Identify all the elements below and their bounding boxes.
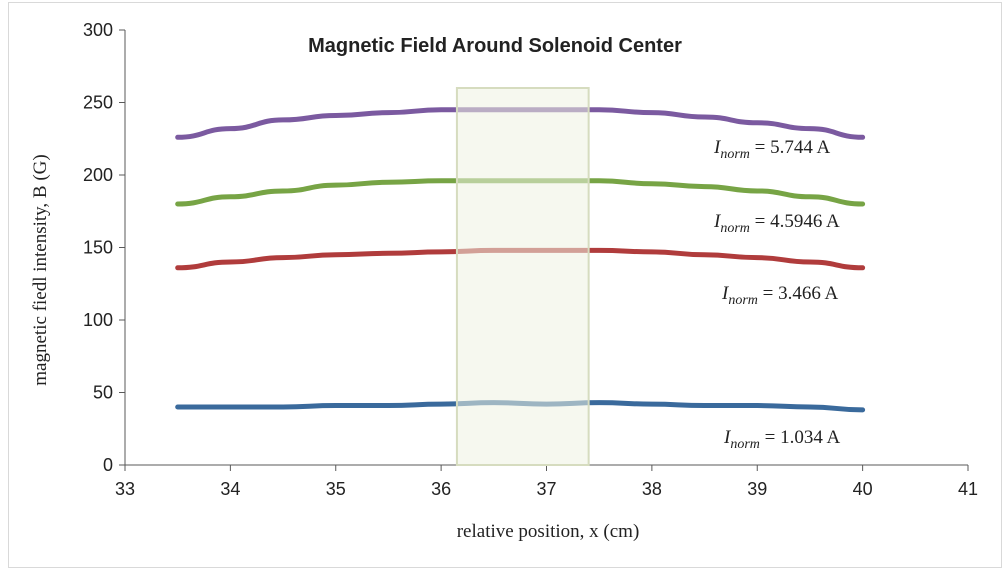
series-label-symbol: I <box>721 283 730 304</box>
series-label-symbol: I <box>713 211 722 232</box>
x-axis-label: relative position, x (cm) <box>457 521 640 542</box>
chart-frame <box>8 2 1002 568</box>
x-tick-label: 33 <box>115 479 135 499</box>
x-tick-label: 34 <box>220 479 240 499</box>
x-tick-label: 35 <box>326 479 346 499</box>
y-tick-label: 50 <box>93 383 113 403</box>
y-tick-label: 100 <box>83 310 113 330</box>
series-label-value: = 3.466 A <box>758 283 839 304</box>
highlight-band <box>455 87 590 466</box>
series-label-3: Inorm = 3.466 A <box>721 283 839 308</box>
x-tick-label: 39 <box>747 479 767 499</box>
series-label-subscript: norm <box>720 147 750 162</box>
y-tick-label: 200 <box>83 165 113 185</box>
y-tick-label: 150 <box>83 238 113 258</box>
y-axis-label: magnetic fiedl intensity, B (G) <box>30 154 51 385</box>
x-tick-label: 41 <box>958 479 978 499</box>
x-tick-label: 37 <box>536 479 556 499</box>
x-tick-label: 38 <box>642 479 662 499</box>
series-label-subscript: norm <box>720 221 750 236</box>
y-tick-label: 0 <box>103 455 113 475</box>
series-label-2: Inorm = 4.5946 A <box>713 211 840 236</box>
series-label-value: = 5.744 A <box>750 137 831 158</box>
series-label-value: = 1.034 A <box>760 427 841 448</box>
series-label-subscript: norm <box>730 437 760 452</box>
x-tick-label: 40 <box>853 479 873 499</box>
y-tick-label: 300 <box>83 20 113 40</box>
series-label-4: Inorm = 1.034 A <box>723 427 841 452</box>
y-tick-label: 250 <box>83 93 113 113</box>
series-label-1: Inorm = 5.744 A <box>713 137 831 162</box>
series-label-subscript: norm <box>728 293 758 308</box>
chart-title: Magnetic Field Around Solenoid Center <box>308 35 682 57</box>
series-label-value: = 4.5946 A <box>750 211 840 232</box>
x-tick-label: 36 <box>431 479 451 499</box>
series-label-symbol: I <box>723 427 732 448</box>
series-label-symbol: I <box>713 137 722 158</box>
